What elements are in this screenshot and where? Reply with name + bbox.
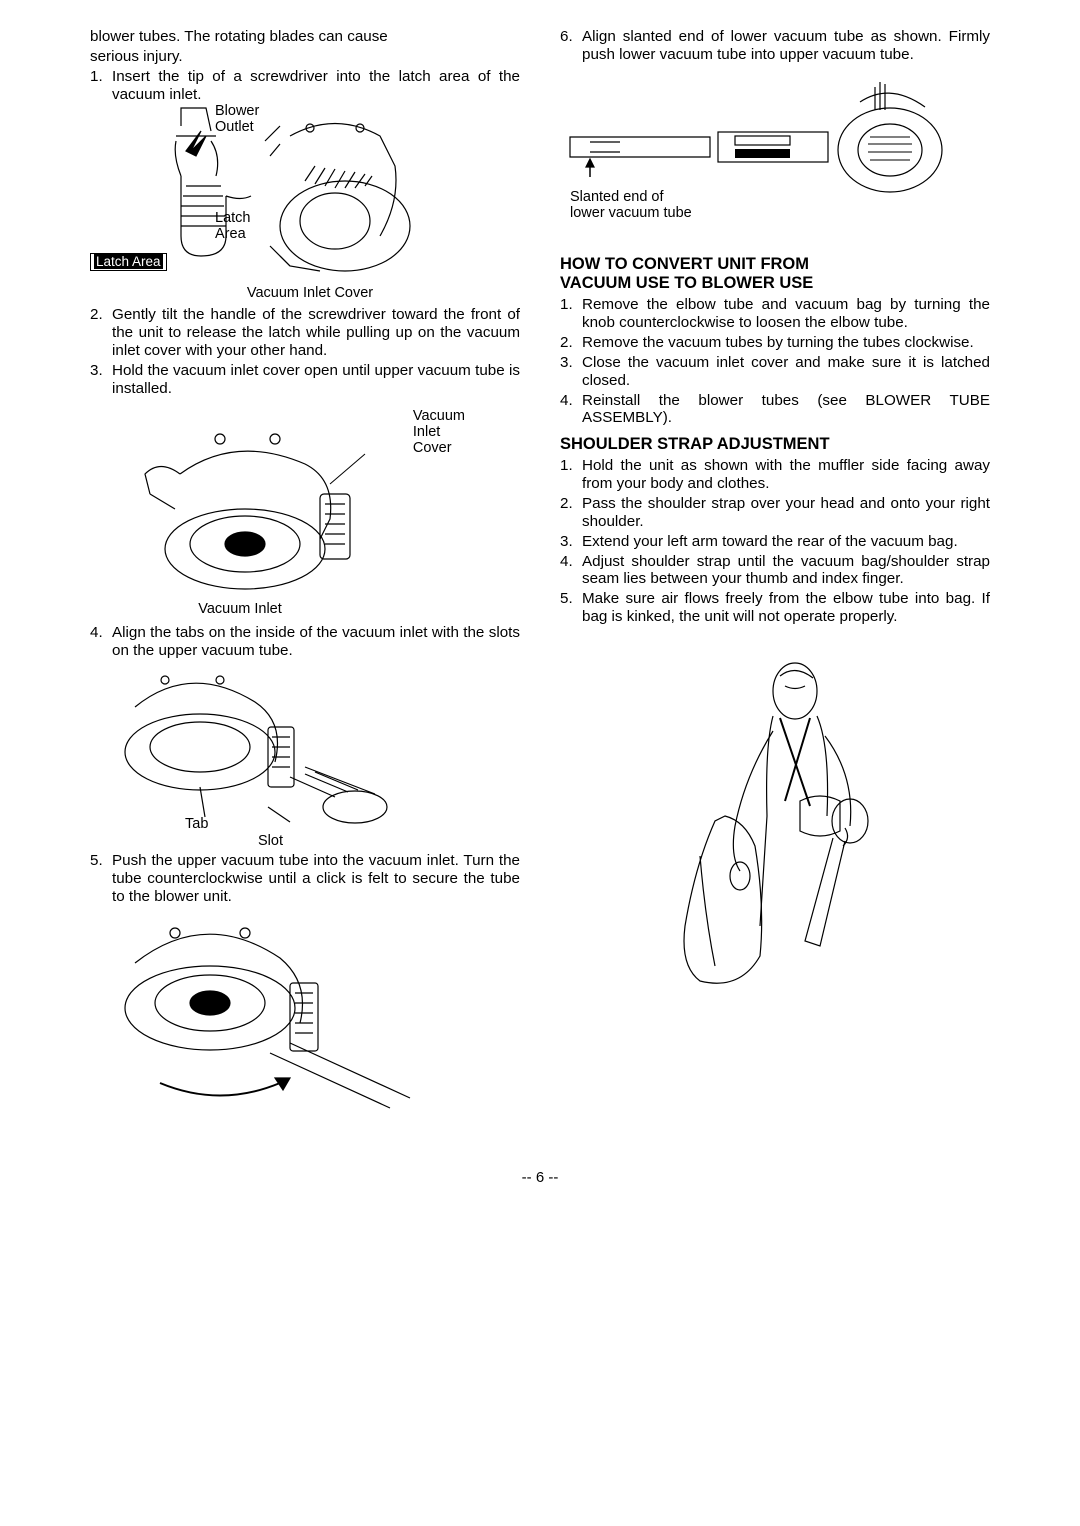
vacuum-label-1: Vacuum [413, 408, 465, 424]
step-text: Make sure air flows freely from the elbo… [582, 590, 990, 626]
step-number: 2. [560, 334, 582, 352]
figure2-caption: Vacuum Inlet [90, 601, 390, 618]
step-text: Extend your left arm toward the rear of … [582, 533, 990, 551]
step-number: 5. [90, 852, 112, 906]
left-step-3: 3. Hold the vacuum inlet cover open unti… [90, 362, 520, 398]
step-number: 3. [560, 533, 582, 551]
two-column-layout: blower tubes. The rotating blades can ca… [90, 28, 990, 1133]
convert-step-3: 3. Close the vacuum inlet cover and make… [560, 354, 990, 390]
step-text: Push the upper vacuum tube into the vacu… [112, 852, 520, 906]
vacuum-label-3: Cover [413, 440, 452, 456]
shoulder-step-1: 1. Hold the unit as shown with the muffl… [560, 457, 990, 493]
step-number: 4. [560, 553, 582, 589]
figure-slanted-tube: Slanted end of lower vacuum tube [560, 72, 990, 247]
convert-step-2: 2. Remove the vacuum tubes by turning th… [560, 334, 990, 352]
latch-label-2: Area [215, 226, 246, 242]
step-number: 3. [560, 354, 582, 390]
heading-convert-l1: HOW TO CONVERT UNIT FROM [560, 255, 809, 273]
step-number: 4. [560, 392, 582, 428]
step-text: Hold the vacuum inlet cover open until u… [112, 362, 520, 398]
step-number: 5. [560, 590, 582, 626]
page-number: -- 6 -- [0, 1169, 1080, 1186]
step-number: 4. [90, 624, 112, 660]
slot-label: Slot [258, 834, 283, 850]
step-text: Remove the elbow tube and vacuum bag by … [582, 296, 990, 332]
left-column: blower tubes. The rotating blades can ca… [90, 28, 520, 1133]
step-text: Adjust shoulder strap until the vacuum b… [582, 553, 990, 589]
step-number: 2. [560, 495, 582, 531]
step-number: 1. [560, 457, 582, 493]
step-number: 1. [560, 296, 582, 332]
intro-line-2: serious injury. [90, 48, 520, 66]
tab-slot-icon [90, 662, 420, 832]
shoulder-step-4: 4. Adjust shoulder strap until the vacuu… [560, 553, 990, 589]
shoulder-step-5: 5. Make sure air flows freely from the e… [560, 590, 990, 626]
convert-step-4: 4. Reinstall the blower tubes (see BLOWE… [560, 392, 990, 428]
assembled-tube-icon [90, 908, 440, 1128]
left-step-4: 4. Align the tabs on the inside of the v… [90, 624, 520, 660]
step-number: 2. [90, 306, 112, 360]
figure-assembled-tube [90, 908, 520, 1133]
right-step-6: 6. Align slanted end of lower vacuum tub… [560, 28, 990, 64]
step-text: Remove the vacuum tubes by turning the t… [582, 334, 990, 352]
vacuum-label-2: Inlet [413, 424, 440, 440]
figure-person-strap [560, 656, 990, 1016]
latch-area-label-box: Latch Area [94, 254, 163, 269]
intro-line-1: blower tubes. The rotating blades can ca… [90, 28, 520, 46]
step-text: Insert the tip of a screwdriver into the… [112, 68, 520, 104]
step-text: Pass the shoulder strap over your head a… [582, 495, 990, 531]
left-step-2: 2. Gently tilt the handle of the screwdr… [90, 306, 520, 360]
left-step-1: 1. Insert the tip of a screwdriver into … [90, 68, 520, 104]
tab-label: Tab [185, 817, 208, 833]
blower-outlet-label-1: Blower [215, 103, 259, 119]
figure1-caption: Vacuum Inlet Cover [210, 285, 410, 302]
heading-convert-l2: VACUUM USE TO BLOWER USE [560, 274, 813, 292]
figure-latch-area: Latch Area Blower Outlet [90, 106, 520, 306]
step-text: Close the vacuum inlet cover and make su… [582, 354, 990, 390]
slanted-label-1: Slanted end of [570, 189, 664, 205]
step-number: 1. [90, 68, 112, 104]
person-strap-icon [645, 656, 905, 1006]
step-number: 3. [90, 362, 112, 398]
left-step-5: 5. Push the upper vacuum tube into the v… [90, 852, 520, 906]
slanted-label-2: lower vacuum tube [570, 205, 692, 221]
step-text: Hold the unit as shown with the muffler … [582, 457, 990, 493]
heading-convert: HOW TO CONVERT UNIT FROM VACUUM USE TO B… [560, 255, 990, 294]
heading-shoulder: SHOULDER STRAP ADJUSTMENT [560, 435, 990, 454]
step-number: 6. [560, 28, 582, 64]
step-text: Reinstall the blower tubes (see BLOWER T… [582, 392, 990, 428]
shoulder-step-2: 2. Pass the shoulder strap over your hea… [560, 495, 990, 531]
right-column: 6. Align slanted end of lower vacuum tub… [560, 28, 990, 1133]
step-text: Align slanted end of lower vacuum tube a… [582, 28, 990, 64]
vacuum-inlet-open-icon [125, 399, 455, 604]
shoulder-step-3: 3. Extend your left arm toward the rear … [560, 533, 990, 551]
convert-step-1: 1. Remove the elbow tube and vacuum bag … [560, 296, 990, 332]
blower-outlet-label-2: Outlet [215, 119, 254, 135]
figure-vacuum-inlet: Vacuum Inlet Cover [90, 399, 520, 624]
step-text: Gently tilt the handle of the screwdrive… [112, 306, 520, 360]
figure-tab-slot: Tab Slot [90, 662, 520, 852]
step-text: Align the tabs on the inside of the vacu… [112, 624, 520, 660]
latch-label-1: Latch [215, 210, 250, 226]
manual-page: blower tubes. The rotating blades can ca… [0, 0, 1080, 1526]
